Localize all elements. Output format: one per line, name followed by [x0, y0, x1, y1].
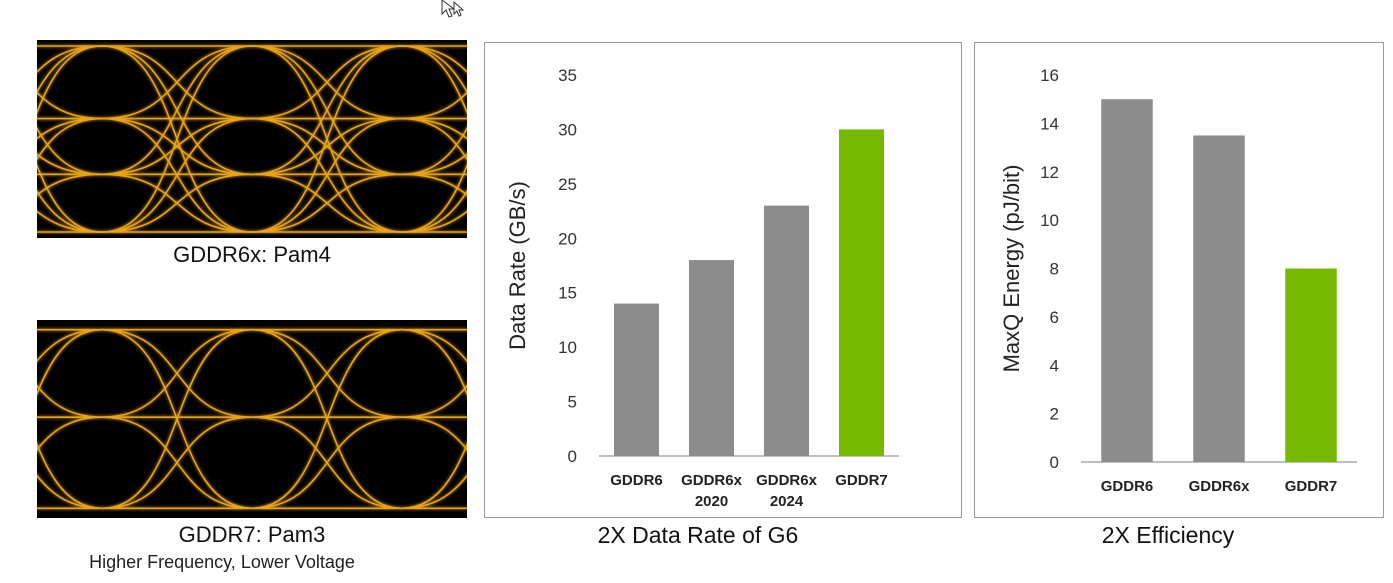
efficiency-chart: 0 2 4 6 8 10 12 14 16 MaxQ Energy (pJ/bit) GDDR6 GD… [974, 42, 1384, 518]
pam4-eye-diagram [37, 40, 467, 238]
y-tick-label: 8 [1050, 260, 1059, 279]
pam3-eye-traces [37, 328, 467, 510]
y-tick-label: 5 [568, 393, 577, 412]
y-tick-label: 15 [558, 284, 577, 303]
efficiency-chart-svg: 0 2 4 6 8 10 12 14 16 MaxQ Energy (pJ/bit) GDDR6 GD… [999, 66, 1357, 495]
y-tick-label: 6 [1050, 308, 1059, 327]
y-tick-label: 0 [1050, 453, 1059, 472]
y-tick-label: 25 [558, 175, 577, 194]
bar [839, 129, 884, 456]
efficiency-chart-caption: 2X Efficiency [1101, 522, 1235, 548]
x-tick-label: GDDR6x [681, 472, 743, 489]
x-tick-label: GDDR7 [1285, 478, 1338, 495]
x-tick-label: GDDR7 [835, 472, 888, 489]
pam3-subcaption: Higher Frequency, Lower Voltage [89, 552, 355, 572]
pam4-caption: GDDR6x: Pam4 [173, 242, 331, 267]
bar [1193, 135, 1245, 462]
bar [614, 303, 659, 456]
x-tick-label: 2024 [770, 493, 804, 510]
y-tick-label: 2 [1050, 405, 1059, 424]
y-tick-label: 20 [558, 229, 577, 248]
bar [689, 260, 734, 456]
x-tick-label: 2020 [695, 493, 728, 510]
y-tick-label: 14 [1040, 114, 1059, 133]
mouse-cursor-icon [441, 0, 465, 18]
x-tick-label: GDDR6 [1101, 478, 1154, 495]
x-tick-label: GDDR6x [756, 472, 818, 489]
x-tick-label: GDDR6 [610, 472, 663, 489]
data-rate-chart-caption: 2X Data Rate of G6 [597, 522, 799, 548]
y-tick-label: 0 [568, 447, 577, 466]
y-tick-label: 10 [558, 338, 577, 357]
y-tick-label: 4 [1050, 356, 1059, 375]
bar [1101, 99, 1153, 462]
y-tick-label: 35 [558, 66, 577, 85]
pam3-caption: GDDR7: Pam3 [178, 522, 326, 547]
bar [1285, 268, 1337, 462]
y-tick-label: 16 [1040, 66, 1059, 85]
y-tick-label: 10 [1040, 211, 1059, 230]
y-axis-label: Data Rate (GB/s) [505, 181, 530, 350]
y-axis-label: MaxQ Energy (pJ/bit) [999, 165, 1024, 373]
bar [764, 205, 809, 456]
x-tick-label: GDDR6x [1189, 478, 1251, 495]
data-rate-chart: 0 5 10 15 20 25 30 35 Data Rate (GB/s) GDDR6 GDDR6… [484, 42, 962, 518]
y-tick-label: 30 [558, 120, 577, 139]
pam3-eye-diagram [37, 320, 467, 518]
y-tick-label: 12 [1040, 163, 1059, 182]
data-rate-chart-svg: 0 5 10 15 20 25 30 35 Data Rate (GB/s) GDDR6 GDDR6… [505, 66, 899, 510]
pam4-eye-traces [37, 45, 467, 233]
